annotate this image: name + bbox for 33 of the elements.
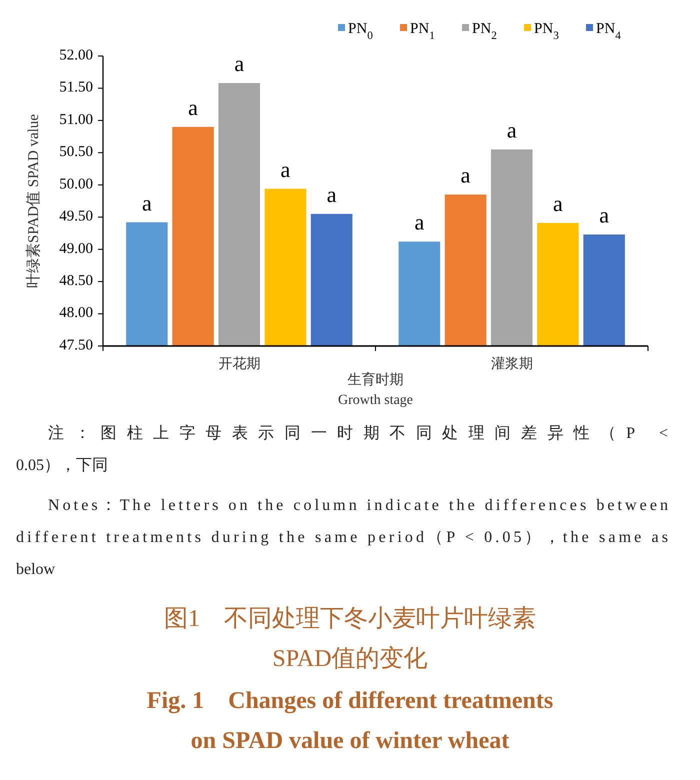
data-label: a [414, 210, 424, 235]
x-tick-label: 开花期 [218, 356, 260, 372]
y-tick-label: 47.50 [59, 337, 93, 354]
x-tick-label: 灌浆期 [490, 356, 533, 372]
text: Notes：The letters on the column indicate the differences between different treatments during the same period（P < 0.05），the same as below [16, 497, 668, 578]
data-label: a [188, 94, 198, 120]
data-label: a [234, 51, 244, 76]
text: Fig. 1 Changes of different treatments on SPAD value of winter wheat [146, 688, 554, 754]
data-label: a [506, 117, 517, 142]
y-tick-label: 51.50 [59, 80, 93, 96]
y-tick-label: 51.00 [59, 112, 93, 128]
legend-label: PN$_{4}$ [596, 21, 622, 42]
legend-label: PN$_{3}$ [534, 21, 560, 42]
data-label: a [460, 162, 471, 188]
y-axis-title: 叶绿素SPAD值 SPAD value [25, 114, 42, 288]
data-label: a [280, 156, 291, 182]
y-tick-label: 48.00 [59, 305, 93, 322]
text: 图1 不同处理下冬小麦叶片叶绿素 SPAD值的变化 [164, 606, 536, 672]
data-label: a [599, 202, 610, 228]
text: 注：图柱上字母表示同一时期不同处理间差异性（P < 0.05），下同 [16, 424, 668, 474]
legend-label: PN$_{0}$ [348, 21, 374, 42]
data-label: a [142, 190, 152, 216]
data-label: a [553, 190, 564, 216]
x-axis-title: 生育时期 Growth stage [338, 371, 414, 408]
y-tick-label: 49.00 [59, 240, 93, 257]
y-tick-label: 49.50 [59, 208, 93, 225]
y-tick-label: 52.00 [59, 47, 93, 64]
y-tick-label: 48.50 [59, 272, 93, 289]
y-tick-label: 50.00 [59, 176, 93, 192]
y-tick-label: 50.50 [59, 144, 93, 160]
legend-label: PN$_{1}$ [410, 21, 435, 42]
data-label: a [326, 182, 337, 207]
legend-label: PN$_{2}$ [472, 21, 497, 42]
